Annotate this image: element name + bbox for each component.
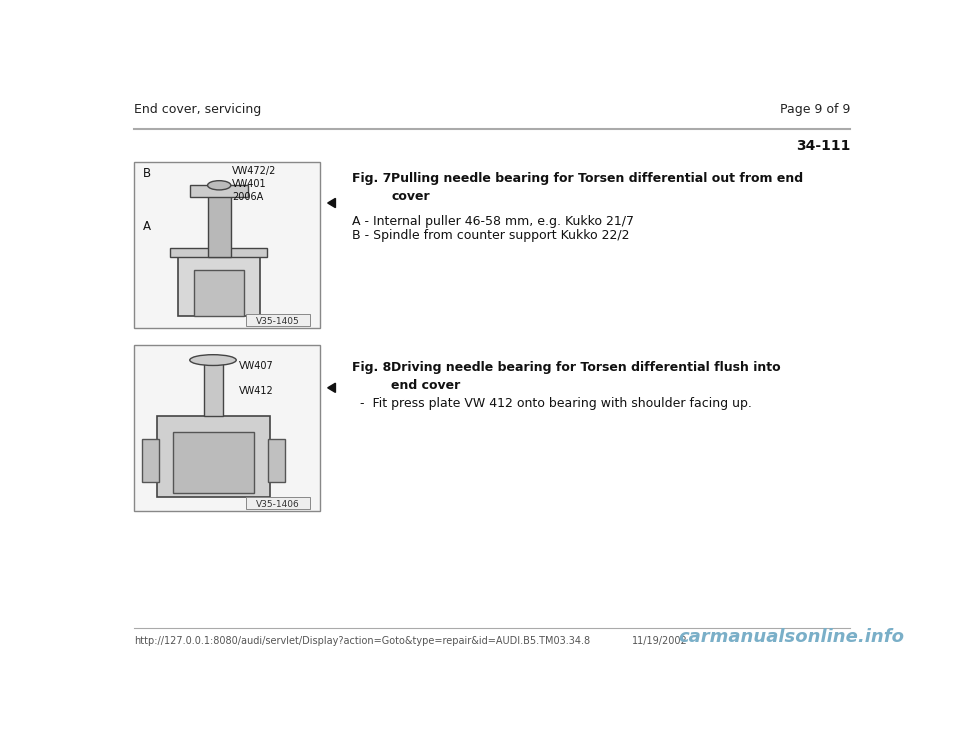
Bar	[134, 162, 320, 328]
Bar	[142, 439, 158, 482]
Text: V35-1406: V35-1406	[256, 500, 300, 509]
Text: http://127.0.0.1:8080/audi/servlet/Display?action=Goto&type=repair&id=AUDI.B5.TM: http://127.0.0.1:8080/audi/servlet/Displ…	[134, 636, 590, 646]
Polygon shape	[327, 198, 335, 208]
Text: Pulling needle bearing for Torsen differential out from end
cover: Pulling needle bearing for Torsen differ…	[392, 172, 804, 203]
Text: B: B	[143, 167, 152, 180]
Text: Driving needle bearing for Torsen differential flush into
end cover: Driving needle bearing for Torsen differ…	[392, 361, 780, 392]
Bar	[268, 439, 285, 482]
Bar	[247, 497, 310, 510]
Text: B - Spindle from counter support Kukko 22/2: B - Spindle from counter support Kukko 2…	[352, 229, 630, 242]
Bar	[134, 346, 320, 511]
Text: VW401: VW401	[232, 179, 267, 188]
Text: A - Internal puller 46-58 mm, e.g. Kukko 21/7: A - Internal puller 46-58 mm, e.g. Kukko…	[352, 214, 635, 228]
Text: VW412: VW412	[239, 386, 274, 396]
Bar	[207, 191, 230, 257]
Bar	[194, 270, 244, 316]
Text: VW472/2: VW472/2	[232, 166, 276, 177]
Bar	[170, 248, 267, 257]
Bar	[179, 251, 259, 316]
Bar	[204, 358, 223, 416]
Text: Fig. 7: Fig. 7	[352, 172, 392, 186]
Text: V35-1405: V35-1405	[256, 317, 300, 326]
Text: 34-111: 34-111	[796, 139, 850, 153]
Bar	[247, 314, 310, 326]
Bar	[173, 432, 254, 493]
Text: Fig. 8: Fig. 8	[352, 361, 392, 374]
Text: Page 9 of 9: Page 9 of 9	[780, 103, 850, 116]
Text: End cover, servicing: End cover, servicing	[134, 103, 261, 116]
Text: A: A	[143, 220, 152, 232]
Ellipse shape	[190, 355, 236, 366]
Polygon shape	[327, 383, 335, 393]
Text: 2006A: 2006A	[232, 192, 264, 202]
Ellipse shape	[207, 180, 230, 190]
Text: 11/19/2002: 11/19/2002	[632, 636, 687, 646]
Text: -  Fit press plate VW 412 onto bearing with shoulder facing up.: - Fit press plate VW 412 onto bearing wi…	[352, 397, 753, 410]
Text: carmanualsonline.info: carmanualsonline.info	[678, 628, 904, 646]
Bar	[190, 186, 248, 197]
Bar	[157, 416, 270, 497]
Text: VW407: VW407	[239, 361, 274, 371]
